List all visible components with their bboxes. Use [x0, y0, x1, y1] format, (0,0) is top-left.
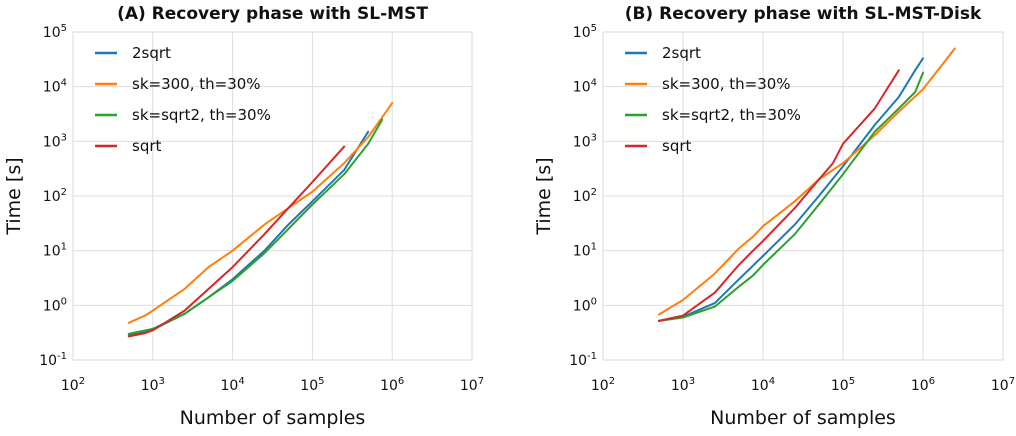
x-tick-label: 106: [380, 376, 404, 394]
x-tick-label: 105: [831, 376, 855, 394]
y-tick-label: 103: [573, 132, 597, 150]
plot-frame: [72, 31, 473, 361]
y-tick-label: 104: [573, 78, 597, 96]
series-line-1: [127, 130, 370, 336]
x-tick-label: 104: [220, 376, 244, 394]
x-tick-label: 107: [460, 376, 484, 394]
series-line-1: [657, 57, 924, 322]
x-axis-label: Number of samples: [710, 407, 896, 429]
panel-a: 102 103 104 105 106 107 10-1 100 101 102 103 104 105…: [3, 4, 484, 429]
legend-label: sqrt: [132, 137, 162, 155]
y-tick-label: 100: [573, 296, 597, 314]
legend: 2sqrt sk=300, th=30% sk=sqrt2, th=30% sqrt: [625, 44, 801, 155]
series-line-3: [657, 71, 924, 322]
legend-label: sk=300, th=30%: [132, 75, 261, 93]
y-tick-label: 100: [43, 296, 67, 314]
x-tick-label: 106: [911, 376, 935, 394]
legend-label: sk=300, th=30%: [662, 75, 791, 93]
chart-title: (B) Recovery phase with SL-MST-Disk: [625, 4, 982, 24]
plot-frame: [602, 31, 1004, 361]
series-line-4: [657, 69, 900, 322]
x-tick-label: 102: [61, 376, 85, 394]
series-line-2: [657, 47, 956, 316]
x-tick-label: 103: [141, 376, 165, 394]
x-tick-label: 105: [300, 376, 324, 394]
x-axis-label: Number of samples: [180, 407, 366, 429]
y-axis-label: Time [s]: [3, 157, 25, 235]
y-tick-label: 105: [43, 23, 67, 41]
chart-title: (A) Recovery phase with SL-MST: [117, 4, 428, 24]
series-line-2: [127, 102, 394, 324]
legend-label: sk=sqrt2, th=30%: [662, 106, 801, 124]
x-tick-label: 107: [991, 376, 1015, 394]
series-line-3: [127, 118, 384, 335]
y-tick-label: 104: [43, 78, 67, 96]
y-tick-label: 103: [43, 132, 67, 150]
y-axis-label: Time [s]: [533, 157, 555, 235]
legend-label: sk=sqrt2, th=30%: [132, 106, 271, 124]
panel-b: 102 103 104 105 106 107 10-1 100 101 102 103 104 105…: [533, 4, 1015, 429]
y-tick-label: 10-1: [569, 351, 597, 369]
y-tick-label: 105: [573, 23, 597, 41]
series-line-4: [127, 145, 346, 338]
legend-label: 2sqrt: [132, 44, 171, 62]
y-tick-label: 101: [573, 242, 597, 260]
y-tick-label: 102: [573, 187, 597, 205]
legend: 2sqrt sk=300, th=30% sk=sqrt2, th=30% sqrt: [95, 44, 271, 155]
y-tick-label: 102: [43, 187, 67, 205]
x-tick-label: 104: [751, 376, 775, 394]
legend-label: 2sqrt: [662, 44, 701, 62]
legend-label: sqrt: [662, 137, 692, 155]
x-tick-label: 102: [591, 376, 615, 394]
y-tick-label: 101: [43, 242, 67, 260]
x-tick-label: 103: [671, 376, 695, 394]
y-tick-label: 10-1: [39, 351, 67, 369]
